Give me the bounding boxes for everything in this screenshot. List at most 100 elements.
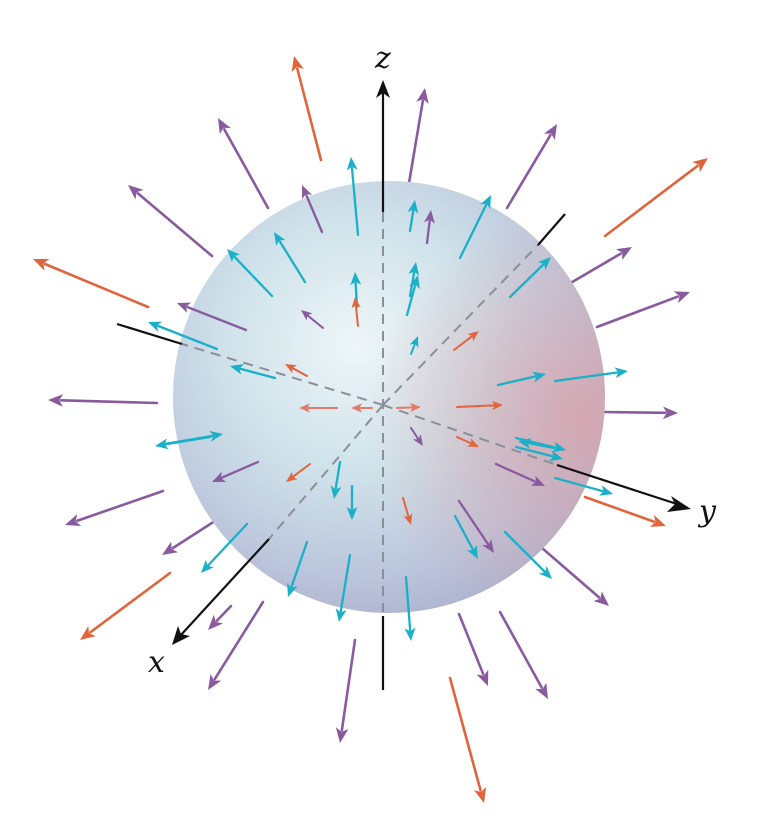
field-arrow-shaft <box>306 314 324 329</box>
field-arrowhead <box>413 434 423 446</box>
field-arrow-shaft <box>291 367 308 377</box>
field-arrowhead <box>335 608 347 622</box>
field-arrowhead <box>476 669 489 686</box>
field-arrow-shaft <box>457 499 490 546</box>
neg-x-axis-outer <box>537 213 566 246</box>
field-arrowhead <box>593 591 609 606</box>
field-arrowhead <box>615 247 632 261</box>
field-arrowhead <box>518 438 532 449</box>
field-arrow-shaft <box>425 219 431 245</box>
field-arrow-shaft <box>410 343 416 355</box>
field-arrowhead <box>209 430 223 442</box>
field-arrowhead <box>218 118 231 135</box>
field-arrowhead <box>80 625 96 640</box>
field-arrowhead <box>301 310 313 321</box>
x-axis-outer <box>179 538 270 637</box>
sphere-warm-shading <box>173 181 605 613</box>
surface-field-arrows <box>148 157 628 641</box>
field-arrow-shaft <box>136 192 214 258</box>
field-arrowhead <box>346 157 358 171</box>
field-arrow-shaft <box>553 476 604 493</box>
field-arrow-shaft <box>540 546 601 599</box>
field-arrow-shaft <box>157 324 219 351</box>
field-arrowhead <box>480 195 491 210</box>
field-arrow-shaft <box>405 284 417 317</box>
hidden-axes <box>181 212 558 612</box>
neg-y-axis-outer <box>116 322 183 346</box>
field-arrowhead <box>473 786 487 803</box>
field-arrow-shaft <box>407 99 425 185</box>
field-arrow-shaft <box>453 514 474 551</box>
field-arrowhead <box>467 331 479 342</box>
field-arrowhead <box>330 485 342 499</box>
field-arrowhead <box>335 727 349 743</box>
z-axis-arrowhead <box>376 80 390 98</box>
field-arrow-shaft <box>503 530 546 573</box>
field-arrowhead <box>403 513 413 525</box>
field-arrowhead <box>416 88 429 104</box>
field-arrowhead <box>538 565 552 579</box>
field-arrowhead <box>482 539 494 553</box>
field-arrowhead <box>227 249 240 263</box>
field-arrow-shaft <box>354 304 359 327</box>
field-arrowhead <box>649 515 666 527</box>
field-arrowhead <box>155 438 169 450</box>
field-arrow-shaft <box>223 128 270 210</box>
field-arrowhead <box>424 210 435 224</box>
field-arrowhead <box>65 514 82 527</box>
field-arrowhead <box>291 56 304 73</box>
field-arrow-shaft <box>603 164 699 238</box>
field-arrowhead <box>467 438 479 447</box>
field-arrow-shaft <box>458 203 488 260</box>
field-arrowhead <box>409 275 420 289</box>
field-arrowhead <box>662 406 678 420</box>
field-arrowhead <box>274 232 286 246</box>
field-arrowhead <box>408 262 420 276</box>
field-arrow-shaft <box>583 495 656 523</box>
field-arrow-shaft <box>89 571 172 634</box>
field-arrowhead <box>404 627 416 641</box>
field-arrow-shaft <box>186 305 248 332</box>
field-arrow-shaft <box>164 435 212 446</box>
field-arrowhead <box>552 441 566 453</box>
field-arrowhead <box>230 364 244 375</box>
field-arrowhead <box>537 257 551 270</box>
field-arrowhead <box>351 297 361 309</box>
neg-x-axis-hidden <box>382 244 539 406</box>
field-arrowhead <box>409 402 421 413</box>
field-arrow-shaft <box>505 133 552 210</box>
field-arrow-shaft <box>601 410 667 415</box>
field-arrowhead <box>407 200 419 214</box>
field-arrowhead <box>208 614 223 630</box>
x-axis-hidden <box>268 404 384 540</box>
field-arrowhead <box>692 158 708 173</box>
field-arrow-shaft <box>350 166 360 237</box>
field-arrowhead <box>614 367 628 379</box>
field-arrowhead <box>535 682 548 699</box>
field-arrowhead <box>48 394 64 407</box>
field-arrowhead <box>212 471 227 482</box>
field-arrowhead <box>530 475 545 486</box>
field-arrowhead <box>543 124 557 141</box>
field-arrowhead <box>33 258 50 271</box>
field-arrowhead <box>285 364 297 374</box>
field-arrow-shaft <box>514 445 554 458</box>
field-arrow-shaft <box>553 371 619 383</box>
field-arrow-shaft <box>207 522 249 567</box>
field-arrow-shaft <box>402 497 410 518</box>
field-arrow-shaft <box>396 406 414 409</box>
y-axis-hidden <box>382 404 558 466</box>
field-arrow-shaft <box>453 335 473 351</box>
field-arrow-shaft <box>215 604 233 622</box>
z-axis-label: z <box>374 41 391 76</box>
field-arrow-shaft <box>295 67 323 162</box>
x-axis-arrowhead <box>172 626 190 645</box>
neg-y-axis-hidden <box>181 343 384 406</box>
field-arrow-shaft <box>408 209 415 233</box>
outer-field-arrows-back <box>33 56 708 803</box>
field-arrow-shaft <box>339 553 352 613</box>
field-arrowhead <box>177 302 192 313</box>
field-arrowhead <box>346 507 358 520</box>
field-arrowhead <box>201 559 214 573</box>
